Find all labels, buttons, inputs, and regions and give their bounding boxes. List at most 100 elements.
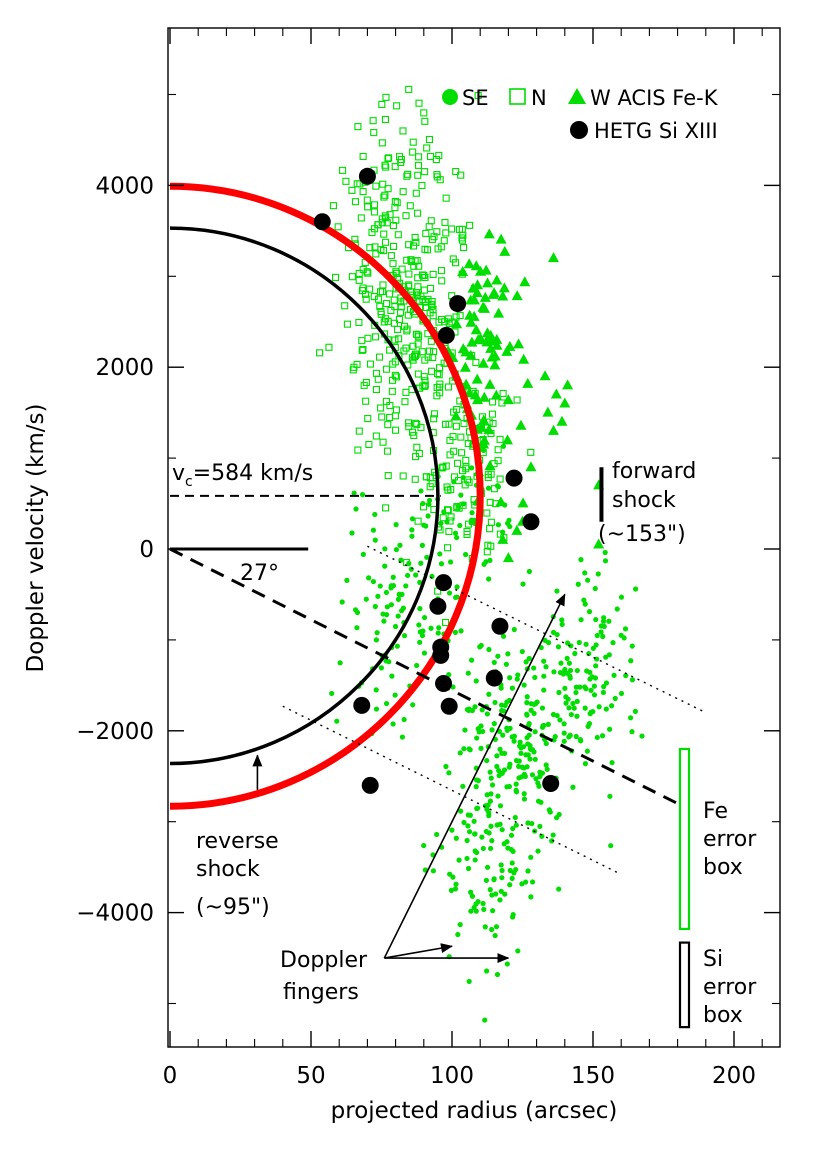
data-point bbox=[393, 199, 401, 207]
data-point bbox=[443, 763, 449, 770]
data-point bbox=[474, 849, 480, 856]
data-point bbox=[447, 871, 453, 877]
data-point bbox=[508, 832, 515, 838]
data-point bbox=[540, 723, 546, 729]
data-point bbox=[339, 599, 345, 605]
data-point bbox=[408, 428, 417, 436]
data-point bbox=[429, 597, 447, 615]
data-point bbox=[372, 603, 378, 610]
data-point bbox=[465, 670, 471, 676]
data-point bbox=[485, 802, 491, 808]
data-point bbox=[629, 729, 635, 735]
data-point bbox=[370, 292, 378, 301]
data-point bbox=[499, 702, 505, 708]
data-point bbox=[435, 574, 453, 592]
data-point bbox=[497, 897, 503, 903]
x-tick-label: 150 bbox=[571, 1063, 615, 1089]
data-point bbox=[573, 689, 579, 696]
data-point bbox=[454, 459, 462, 467]
data-point bbox=[434, 369, 442, 378]
data-point bbox=[393, 102, 401, 110]
data-point bbox=[516, 775, 522, 781]
data-point bbox=[343, 320, 351, 328]
data-point bbox=[582, 601, 588, 607]
data-point bbox=[484, 460, 496, 471]
data-point bbox=[539, 370, 551, 381]
data-point bbox=[528, 894, 534, 900]
data-point bbox=[486, 525, 494, 533]
data-point bbox=[424, 554, 430, 560]
data-point bbox=[441, 218, 449, 227]
data-point bbox=[464, 837, 470, 844]
data-point bbox=[554, 588, 560, 594]
data-point bbox=[392, 623, 399, 630]
data-point bbox=[421, 842, 427, 849]
data-point bbox=[495, 522, 502, 528]
data-point bbox=[466, 221, 474, 229]
data-point bbox=[420, 503, 428, 511]
data-point bbox=[459, 243, 468, 252]
data-point bbox=[548, 252, 560, 263]
data-point bbox=[495, 653, 501, 659]
data-point bbox=[451, 318, 463, 329]
data-point bbox=[509, 860, 515, 866]
y-tick-label: 4000 bbox=[95, 173, 154, 199]
data-point bbox=[414, 283, 422, 291]
data-point bbox=[386, 401, 394, 410]
data-point bbox=[507, 675, 513, 681]
data-point bbox=[489, 926, 495, 933]
fe-error-box-label: Fe error box bbox=[703, 799, 757, 880]
data-point bbox=[329, 690, 335, 697]
data-point bbox=[557, 669, 564, 676]
data-point bbox=[571, 705, 577, 711]
data-point bbox=[476, 421, 488, 432]
data-point bbox=[472, 359, 480, 367]
data-point bbox=[404, 419, 413, 427]
data-point bbox=[584, 748, 591, 754]
data-point bbox=[607, 793, 613, 799]
data-point bbox=[601, 623, 607, 630]
data-point bbox=[360, 551, 366, 557]
data-point bbox=[429, 270, 437, 278]
data-point bbox=[483, 228, 495, 239]
legend-se-label: SE bbox=[462, 86, 489, 110]
data-point bbox=[446, 517, 454, 525]
data-point bbox=[422, 229, 430, 237]
data-point bbox=[478, 745, 484, 751]
data-point bbox=[501, 434, 513, 445]
data-point bbox=[496, 772, 502, 779]
data-point bbox=[498, 862, 504, 868]
data-point bbox=[607, 726, 613, 732]
data-point bbox=[369, 117, 377, 125]
data-point bbox=[486, 830, 492, 836]
data-point bbox=[445, 420, 453, 428]
data-point bbox=[344, 577, 350, 583]
data-point bbox=[603, 654, 609, 660]
data-point bbox=[581, 597, 587, 603]
data-point bbox=[484, 968, 490, 974]
data-point bbox=[384, 154, 392, 163]
data-point bbox=[384, 421, 392, 429]
data-point bbox=[420, 286, 428, 294]
data-point bbox=[515, 419, 527, 430]
data-point bbox=[467, 282, 479, 293]
data-point bbox=[358, 346, 366, 354]
data-point bbox=[469, 510, 475, 516]
data-point bbox=[504, 725, 510, 731]
data-point bbox=[488, 775, 494, 781]
data-point bbox=[391, 336, 399, 344]
data-point bbox=[479, 291, 491, 302]
data-point bbox=[576, 639, 582, 646]
data-point bbox=[489, 782, 496, 788]
data-point bbox=[353, 696, 371, 714]
data-point bbox=[422, 303, 430, 311]
data-point bbox=[385, 154, 393, 162]
data-point bbox=[496, 767, 502, 774]
data-point bbox=[489, 727, 495, 733]
data-point bbox=[622, 626, 629, 632]
data-point bbox=[438, 315, 446, 323]
data-point bbox=[415, 333, 423, 341]
data-point bbox=[354, 123, 362, 131]
data-point bbox=[416, 622, 422, 628]
data-point bbox=[359, 346, 367, 354]
